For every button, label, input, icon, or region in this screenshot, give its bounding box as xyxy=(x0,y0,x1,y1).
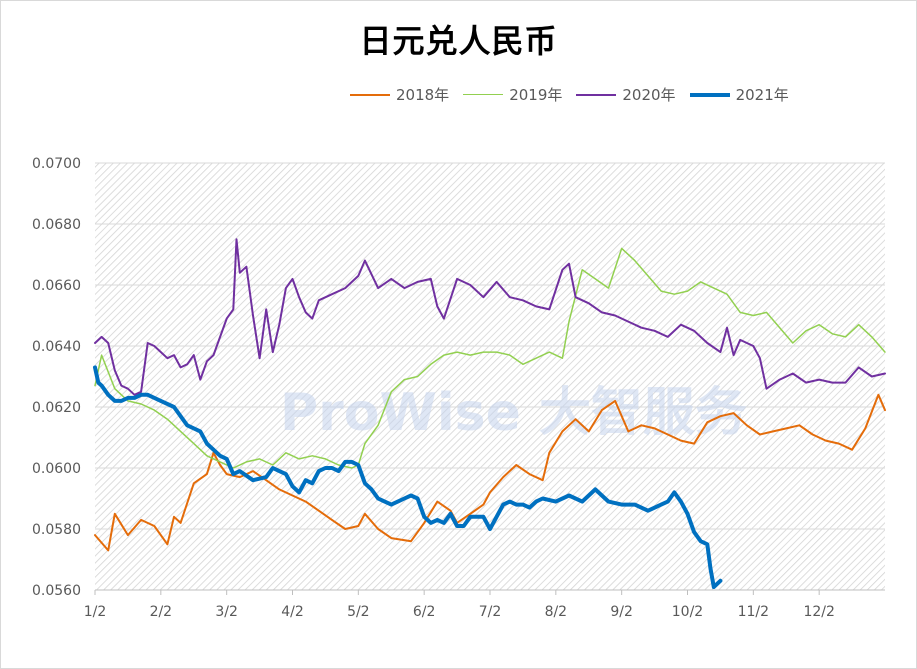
x-tick-label: 6/2 xyxy=(413,604,436,620)
chart-legend: 2018年 2019年 2020年 2021年 xyxy=(350,84,789,105)
legend-label: 2019年 xyxy=(509,86,563,104)
x-tick-label: 7/2 xyxy=(479,604,502,620)
legend-swatch xyxy=(350,93,390,96)
series-line-2020年 xyxy=(94,238,886,396)
legend-swatch xyxy=(689,92,730,97)
y-tick-label: 0.0580 xyxy=(32,522,81,538)
legend-swatch xyxy=(463,94,504,95)
legend-item: 2021年 xyxy=(689,84,789,105)
x-tick-label: 1/2 xyxy=(84,604,107,620)
series-line-2018年 xyxy=(94,393,886,552)
y-tick-label: 0.0700 xyxy=(32,156,81,172)
series-group xyxy=(93,238,886,589)
y-tick-label: 0.0560 xyxy=(32,583,81,599)
legend-label: 2018年 xyxy=(396,86,450,104)
x-tick-label: 3/2 xyxy=(215,604,238,620)
legend-label: 2021年 xyxy=(735,86,789,104)
y-tick-label: 0.0640 xyxy=(32,339,81,355)
x-tick-label: 8/2 xyxy=(545,604,568,620)
x-tick-label: 4/2 xyxy=(281,604,304,620)
x-tick-label: 11/2 xyxy=(738,604,769,620)
x-tick-label: 12/2 xyxy=(803,604,834,620)
legend-swatch xyxy=(576,93,617,96)
watermark-text: ProWise 大智服务 xyxy=(280,383,747,443)
x-tick-label: 5/2 xyxy=(347,604,370,620)
legend-item: 2018年 xyxy=(350,84,449,105)
y-tick-label: 0.0660 xyxy=(32,278,81,294)
series-line-2019年 xyxy=(94,247,886,469)
y-tick-label: 0.0620 xyxy=(32,400,81,416)
x-tick-label: 10/2 xyxy=(672,604,703,620)
y-tick-label: 0.0600 xyxy=(32,461,81,477)
legend-item: 2020年 xyxy=(576,84,676,105)
x-axis: 1/2 2/2 3/2 4/2 5/2 6/2 7/2 8/2 9/2 10/2 11/2 12/2 xyxy=(84,589,885,620)
x-tick-label: 2/2 xyxy=(150,604,173,620)
legend-item: 2019年 xyxy=(463,84,562,105)
y-tick-label: 0.0680 xyxy=(32,217,81,233)
x-tick-label: 9/2 xyxy=(610,604,633,620)
series-line-2021年 xyxy=(93,365,723,589)
chart-title: 日元兑人民币 xyxy=(359,22,558,60)
plot-area xyxy=(95,163,885,590)
legend-label: 2020年 xyxy=(622,86,676,104)
y-axis: 0.0560 0.0580 0.0600 0.0620 0.0640 0.0660 0.06… xyxy=(32,156,81,599)
